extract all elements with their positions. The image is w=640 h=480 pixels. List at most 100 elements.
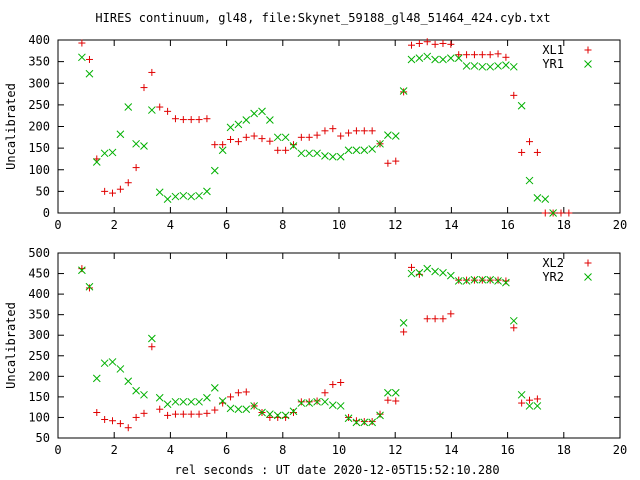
data-point-yr1 [541,195,550,204]
legend-label-yr2: YR2 [542,270,564,284]
data-point-yr2 [226,404,235,413]
data-point-xl2 [423,315,431,323]
y-tick-label: 350 [28,308,50,322]
data-point-yr1 [218,146,227,155]
data-point-yr1 [360,146,369,155]
data-point-xl1 [156,103,164,111]
data-point-yr1 [431,55,439,64]
data-point-xl2 [407,263,415,271]
data-point-yr2 [187,397,196,406]
data-point-yr2 [533,402,542,410]
data-point-xl1 [455,51,463,59]
data-point-xl1 [242,133,250,141]
data-point-xl1 [250,132,258,140]
data-point-yr1 [124,103,133,111]
data-point-yr2 [431,267,439,276]
data-point-yr2 [305,399,314,407]
data-point-xl1 [313,131,321,139]
data-point-yr1 [368,145,377,153]
data-point-yr1 [171,192,180,201]
data-point-yr2 [108,358,117,366]
series-xl1 [78,38,573,217]
data-point-xl2 [392,397,400,405]
data-point-yr2 [462,277,471,285]
data-point-xl2 [148,343,156,351]
data-point-yr1 [116,130,125,139]
data-point-xl1 [360,127,368,135]
data-point-yr1 [494,62,502,70]
data-point-xl1 [400,88,408,96]
data-point-yr1 [305,149,314,158]
data-point-xl2 [164,411,172,419]
data-point-xl2 [431,315,439,323]
data-point-yr2 [352,418,361,427]
data-point-xl2 [352,417,360,425]
data-point-yr1 [195,191,203,200]
data-point-yr2 [494,277,502,285]
data-point-xl1 [392,157,400,165]
data-point-yr1 [486,62,495,71]
data-point-xl1 [109,189,117,197]
data-point-yr2 [502,278,510,287]
lower-plot-panel: 0 2 4 6 8 10 12 14 16 18 20 50 100 150 200 250 300 350 400… [4,246,627,457]
data-point-yr2 [517,390,526,399]
data-point-yr1 [533,194,542,202]
data-point-yr1 [384,131,392,140]
data-point-xl2 [132,413,140,421]
y-tick-label: 250 [28,349,50,363]
data-point-yr1 [415,54,424,63]
data-point-yr2 [132,386,140,395]
data-point-xl2 [313,397,321,405]
data-point-yr1 [517,101,526,110]
data-point-xl1 [518,148,526,156]
data-point-xl1 [423,38,431,46]
y-tick-label: 250 [28,98,50,112]
data-point-xl2 [337,379,345,386]
data-point-yr2 [203,393,211,402]
series-xl2 [78,263,541,432]
data-point-xl2 [360,418,368,426]
data-point-yr1 [258,107,266,116]
data-point-yr1 [502,61,510,69]
data-point-xl1 [447,40,455,48]
data-point-xl2 [85,284,93,292]
data-point-xl2 [368,418,376,426]
y-axis-label: Uncalibrated [4,83,18,170]
data-point-yr2 [266,410,274,419]
data-point-xl2 [234,389,242,397]
data-point-xl1 [415,39,423,47]
data-point-yr1 [92,158,101,166]
data-point-yr1 [203,187,211,196]
data-point-yr1 [470,62,479,70]
data-point-yr2 [446,271,455,280]
data-point-yr1 [273,133,282,142]
data-point-yr2 [321,397,329,406]
data-point-xl2 [289,409,297,417]
x-tick-label: 16 [500,218,514,232]
data-point-yr1 [234,120,243,129]
data-point-yr1 [289,142,298,150]
data-point-yr2 [100,359,109,368]
y-tick-label: 400 [28,287,50,301]
data-point-yr2 [509,316,518,325]
data-point-xl1 [321,127,329,135]
x-tick-label: 18 [557,218,571,232]
data-point-xl2 [518,399,526,407]
data-point-yr1 [187,192,196,201]
data-point-xl2 [329,381,337,389]
x-tick-label: 4 [167,218,174,232]
data-point-yr1 [297,149,306,158]
data-point-yr2 [242,405,251,414]
data-point-yr1 [344,146,353,155]
data-point-xl1 [132,164,140,172]
data-point-xl2 [242,388,250,396]
data-point-xl1 [557,209,565,217]
x-tick-label: 10 [332,443,346,457]
data-point-yr1 [148,106,156,114]
legend-label-xl2: XL2 [542,256,564,270]
series-yr2 [78,264,542,427]
data-point-xl1 [533,148,541,156]
legend-label-xl1: XL1 [542,43,564,57]
data-point-xl1 [431,40,439,48]
data-point-xl2 [179,410,187,418]
